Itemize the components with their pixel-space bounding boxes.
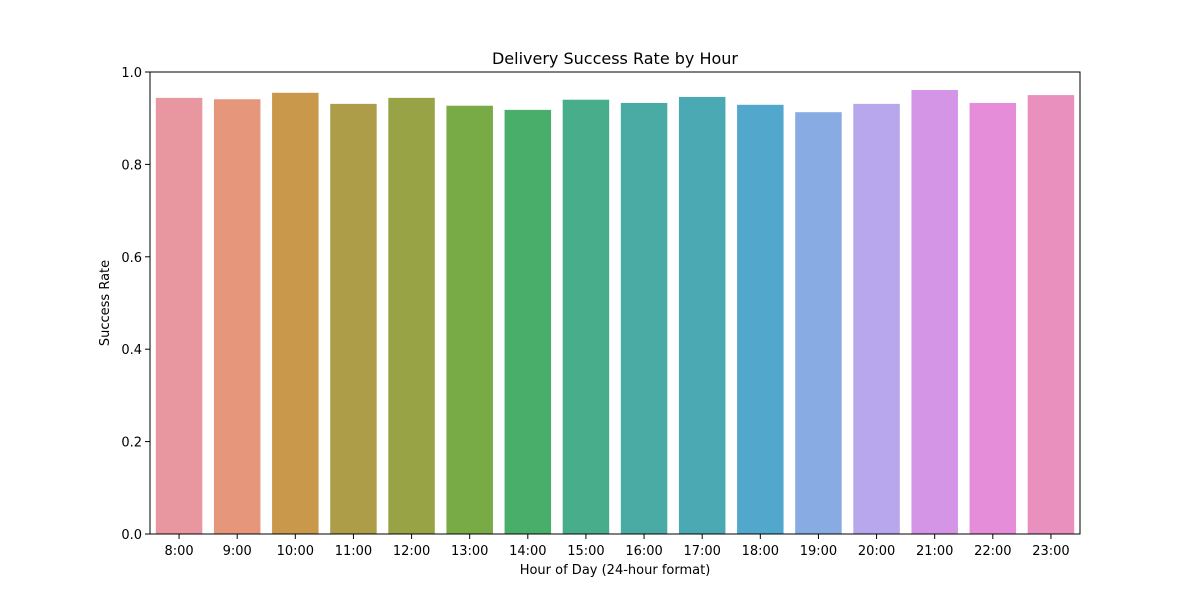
x-tick-label: 15:00 bbox=[567, 544, 604, 559]
x-tick-label: 20:00 bbox=[858, 544, 895, 559]
x-tick-label: 21:00 bbox=[916, 544, 953, 559]
x-tick-label: 23:00 bbox=[1032, 544, 1069, 559]
bar-19-00 bbox=[795, 112, 842, 534]
plot-frame bbox=[149, 71, 1081, 535]
bar-11-00 bbox=[330, 103, 377, 535]
bar-8-00 bbox=[155, 97, 203, 534]
y-tick-label: 0.2 bbox=[121, 436, 142, 451]
y-axis-label: Success Rate bbox=[98, 260, 113, 346]
x-tick-label: 14:00 bbox=[509, 544, 546, 559]
x-tick-label: 19:00 bbox=[800, 544, 837, 559]
y-tick-label: 0.6 bbox=[121, 251, 142, 266]
x-tick-label: 13:00 bbox=[451, 544, 488, 559]
x-tick-label: 11:00 bbox=[335, 544, 372, 559]
bar-10-00 bbox=[272, 92, 319, 534]
bar-9-00 bbox=[213, 99, 261, 535]
bar-17-00 bbox=[678, 96, 726, 534]
chart-title: Delivery Success Rate by Hour bbox=[492, 49, 738, 68]
x-tick-label: 10:00 bbox=[277, 544, 314, 559]
bar-21-00 bbox=[911, 90, 958, 534]
bar-15-00 bbox=[562, 99, 610, 534]
y-tick-label: 0.0 bbox=[121, 528, 142, 543]
bar-22-00 bbox=[969, 102, 1017, 534]
x-axis-ticks: 8:00 9:00 10:00 11:00 12:00 13:00 14:00 15:00 16… bbox=[164, 534, 1070, 559]
y-tick-label: 0.8 bbox=[121, 158, 142, 173]
x-tick-label: 22:00 bbox=[974, 544, 1011, 559]
x-axis-label: Hour of Day (24-hour format) bbox=[520, 563, 711, 578]
bar-20-00 bbox=[853, 103, 900, 535]
y-tick-label: 1.0 bbox=[121, 66, 142, 81]
bar-16-00 bbox=[620, 102, 668, 534]
y-tick-label: 0.4 bbox=[121, 343, 142, 358]
x-tick-label: 17:00 bbox=[683, 544, 720, 559]
x-tick-label: 18:00 bbox=[742, 544, 779, 559]
x-tick-label: 8:00 bbox=[164, 544, 193, 559]
bar-13-00 bbox=[446, 105, 493, 534]
x-tick-label: 12:00 bbox=[393, 544, 430, 559]
bar-18-00 bbox=[737, 104, 784, 534]
x-tick-label: 16:00 bbox=[625, 544, 662, 559]
x-tick-label: 9:00 bbox=[223, 544, 252, 559]
bar-14-00 bbox=[504, 109, 552, 534]
y-axis-ticks: 0.0 0.2 0.4 0.6 0.8 1.0 bbox=[121, 66, 150, 543]
bar-12-00 bbox=[388, 97, 435, 534]
bar-23-00 bbox=[1027, 95, 1075, 534]
bars-group bbox=[155, 90, 1075, 535]
